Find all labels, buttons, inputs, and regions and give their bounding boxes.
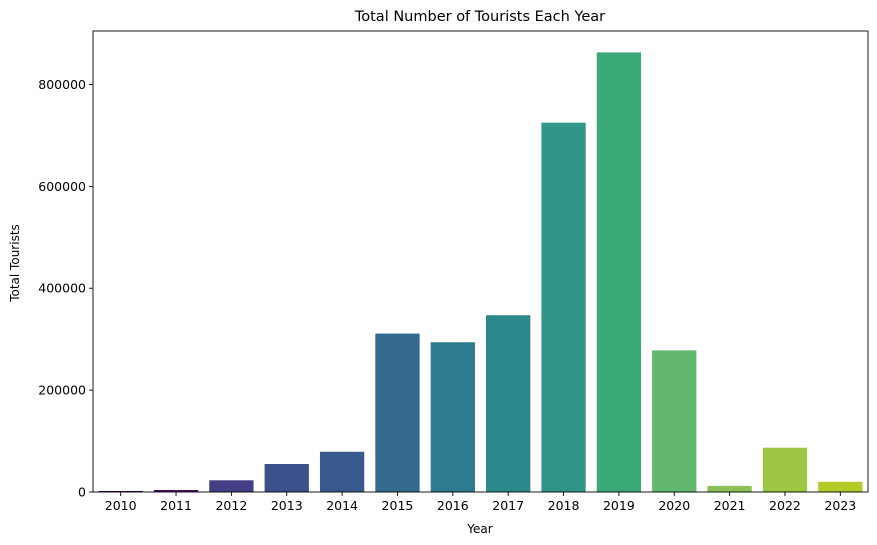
bar-2022	[762, 447, 808, 492]
bar-2010	[98, 490, 143, 492]
y-axis-label: Total Tourists	[8, 224, 22, 303]
y-tick-label: 400000	[38, 281, 86, 296]
bar-2016	[430, 342, 475, 492]
bar-2015	[375, 333, 420, 492]
x-tick-label: 2016	[437, 498, 469, 513]
bar-2021	[707, 485, 752, 492]
bar-2017	[486, 315, 531, 492]
x-tick-label: 2019	[603, 498, 635, 513]
bar-2023	[818, 481, 863, 492]
x-tick-label: 2012	[215, 498, 247, 513]
x-tick-label: 2022	[769, 498, 801, 513]
bar-2011	[153, 489, 199, 492]
y-tick-label: 800000	[38, 77, 86, 92]
x-tick-label: 2015	[382, 498, 414, 513]
x-tick-label: 2010	[105, 498, 137, 513]
y-tick-label: 200000	[38, 383, 86, 398]
bar-2019	[596, 52, 642, 492]
bar-2012	[209, 480, 254, 492]
x-tick-label: 2013	[271, 498, 303, 513]
x-tick-label: 2023	[824, 498, 856, 513]
bar-2018	[541, 122, 586, 492]
y-tick-label: 600000	[38, 179, 86, 194]
x-tick-label: 2021	[714, 498, 746, 513]
plot-area: 2010 2011 2012 2013 2014 2015 2016 2017 2018 2019…	[38, 30, 869, 513]
chart-title: Total Number of Tourists Each Year	[354, 9, 605, 25]
x-tick-label: 2018	[548, 498, 580, 513]
bar-2014	[319, 451, 365, 492]
x-tick-label: 2014	[326, 498, 358, 513]
plot-frame	[92, 30, 869, 493]
x-tick-label: 2011	[160, 498, 192, 513]
x-axis-label: Year	[466, 522, 492, 536]
bar-2013	[264, 463, 309, 492]
bar-2020	[652, 350, 697, 492]
x-tick-label: 2020	[658, 498, 690, 513]
x-tick-label: 2017	[492, 498, 524, 513]
y-tick-label: 0	[78, 485, 86, 500]
